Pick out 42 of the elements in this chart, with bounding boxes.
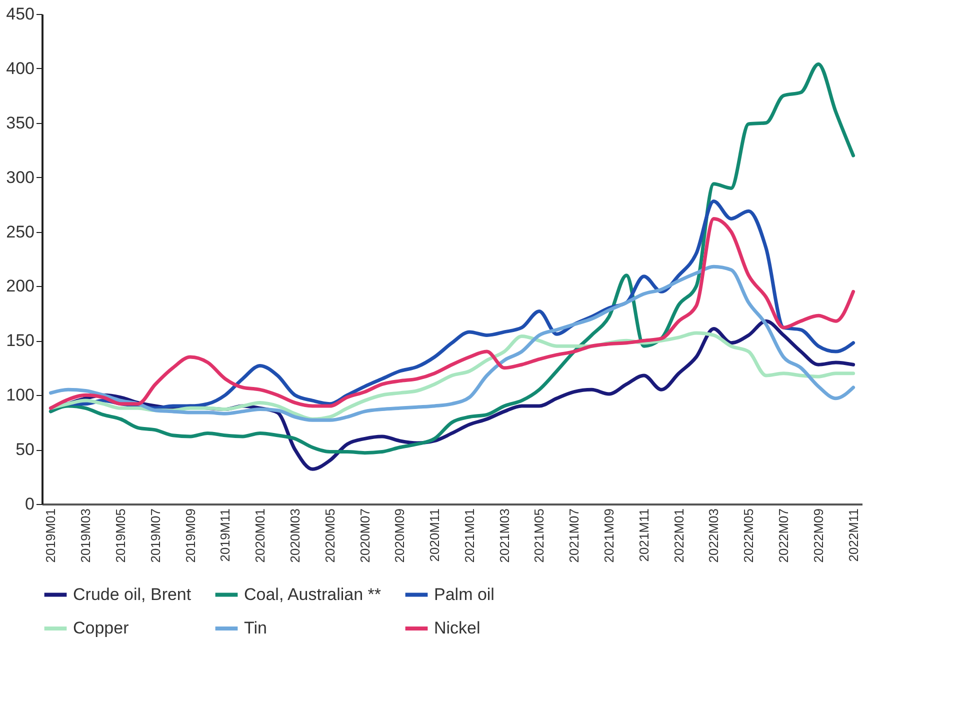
x-tick-label: 2022M01 [671, 508, 686, 563]
x-tick-label: 2021M05 [532, 508, 547, 563]
x-tick-label: 2019M01 [43, 508, 58, 563]
x-tick-label: 2022M05 [741, 508, 756, 563]
x-tick-label: 2019M09 [182, 508, 198, 563]
x-tick-label: 2022M03 [706, 508, 722, 563]
x-tick-label: 2020M03 [287, 508, 302, 563]
y-tick-label: 0 [25, 494, 34, 514]
x-tick-label: 2021M09 [602, 508, 617, 563]
x-tick-label: 2021M01 [462, 508, 477, 563]
y-tick-label: 50 [16, 440, 34, 460]
y-tick-label: 250 [6, 222, 34, 242]
line-series [48, 264, 856, 422]
legend-label: Palm oil [434, 584, 494, 604]
y-tick-label: 150 [6, 331, 34, 350]
x-tick-label: 2021M11 [636, 508, 652, 562]
x-tick-label: 2020M05 [322, 508, 338, 563]
x-tick-label: 2020M09 [392, 508, 408, 563]
legend-label: Nickel [434, 618, 480, 638]
y-tick-label: 350 [6, 113, 34, 132]
x-tick-label: 2022M07 [776, 508, 791, 563]
y-tick-label: 200 [6, 276, 34, 296]
x-tick-label: 2022M09 [810, 508, 826, 563]
y-tick-label: 450 [6, 4, 34, 24]
line-series [48, 62, 856, 455]
legend-label: Copper [73, 618, 130, 638]
x-tick-label: 2021M03 [496, 508, 512, 563]
x-tick-label: 2022M11 [846, 508, 861, 562]
legend-label: Coal, Australian ** [244, 584, 382, 604]
x-tick-label: 2021M07 [566, 508, 582, 563]
x-tick-label: 2020M07 [357, 508, 372, 563]
legend-label: Tin [244, 618, 267, 638]
y-tick-label: 300 [6, 168, 34, 187]
x-tick-label: 2019M07 [148, 508, 163, 563]
x-tick-label: 2019M05 [113, 508, 128, 563]
y-tick-label: 100 [6, 386, 34, 405]
x-tick-label: 2020M01 [252, 508, 268, 563]
x-tick-label: 2020M11 [427, 508, 442, 562]
legend-label: Crude oil, Brent [73, 584, 192, 604]
x-tick-label: 2019M11 [218, 508, 233, 562]
y-tick-label: 400 [6, 58, 34, 78]
x-tick-label: 2019M03 [78, 508, 94, 563]
